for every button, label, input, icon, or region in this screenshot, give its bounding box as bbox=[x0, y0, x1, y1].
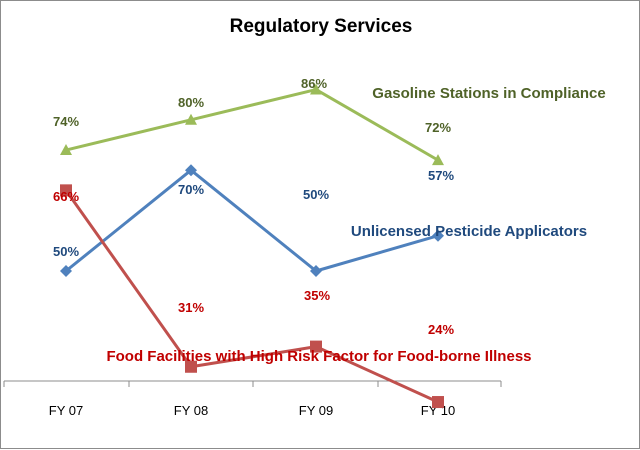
series-line bbox=[65, 88, 439, 162]
data-label: 50% bbox=[53, 244, 79, 259]
chart-title: Regulatory Services bbox=[230, 16, 413, 37]
data-point-marker bbox=[60, 184, 72, 197]
x-tick-label: FY 08 bbox=[174, 403, 208, 418]
series-name-label: Gasoline Stations in Compliance bbox=[372, 85, 605, 102]
data-point-marker bbox=[432, 154, 444, 166]
data-label: 72% bbox=[425, 120, 451, 135]
series-name-label: Food Facilities with High Risk Factor fo… bbox=[106, 348, 531, 365]
data-point-marker bbox=[310, 265, 322, 277]
data-point-marker bbox=[310, 340, 322, 353]
series-name-label: Unlicensed Pesticide Applicators bbox=[351, 223, 587, 240]
data-label: 57% bbox=[428, 168, 454, 183]
data-label: 35% bbox=[304, 288, 330, 303]
data-point-marker bbox=[185, 113, 197, 125]
series-2: 50% 70% 50% 57% Unlicensed Pesticide Applica… bbox=[53, 164, 587, 277]
data-label: 31% bbox=[178, 300, 204, 315]
x-tick-label: FY 10 bbox=[421, 403, 455, 418]
series-3: 66% 31% 35% 24% Food Facilities with High Ri… bbox=[53, 184, 532, 409]
series-1: 74% 80% 86% 72% Gasoline Stations in Complia… bbox=[53, 76, 606, 166]
data-label: 66% bbox=[53, 189, 79, 204]
x-tick-label: FY 07 bbox=[49, 403, 83, 418]
series-line bbox=[65, 168, 439, 273]
data-point-marker bbox=[185, 360, 197, 373]
series-line bbox=[64, 189, 439, 404]
x-tick-label: FY 09 bbox=[299, 403, 333, 418]
data-point-marker bbox=[432, 396, 444, 409]
x-axis: FY 07 FY 08 FY 09 FY 10 bbox=[3, 380, 502, 418]
data-label: 24% bbox=[428, 322, 454, 337]
data-label: 86% bbox=[301, 76, 327, 91]
data-label: 70% bbox=[178, 182, 204, 197]
data-point-marker bbox=[185, 164, 197, 177]
data-point-marker bbox=[60, 265, 72, 277]
data-point-marker bbox=[310, 83, 322, 95]
data-label: 50% bbox=[303, 187, 329, 202]
data-point-marker bbox=[432, 229, 444, 242]
data-label: 80% bbox=[178, 95, 204, 110]
plot-area: 74% 80% 86% 72% Gasoline Stations in Complia… bbox=[53, 76, 606, 409]
data-point-marker bbox=[60, 144, 72, 156]
data-label: 74% bbox=[53, 114, 79, 129]
